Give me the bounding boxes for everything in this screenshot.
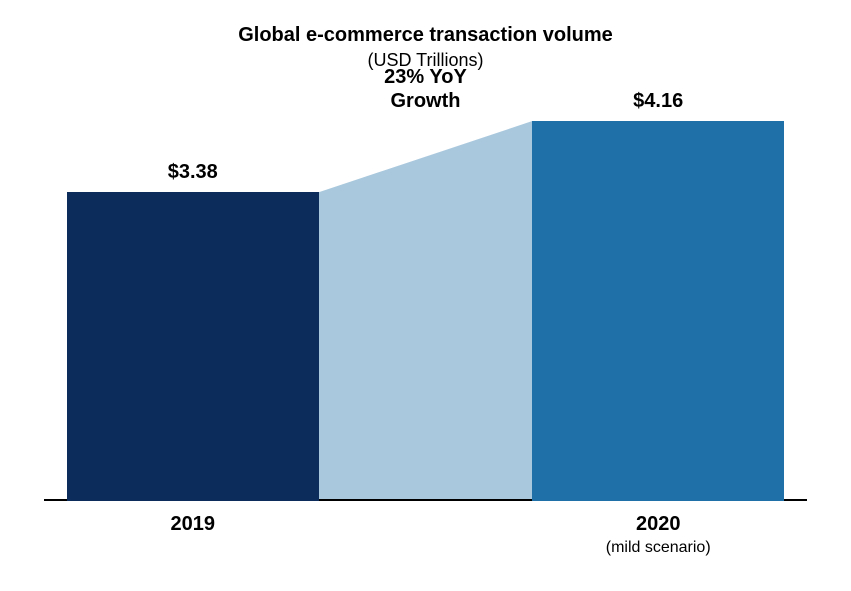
plot-area: $3.382019$4.162020(mild scenario)23% YoY… xyxy=(44,90,807,501)
chart-container: Global e-commerce transaction volume (US… xyxy=(0,0,851,591)
chart-title: Global e-commerce transaction volume xyxy=(0,24,851,47)
category-label-2020: 2020 xyxy=(532,513,784,536)
growth-label: 23% YoY Growth xyxy=(319,65,533,113)
bar-2020 xyxy=(532,121,784,501)
bar-value-label-2019: $3.38 xyxy=(67,161,319,184)
bar-2019 xyxy=(67,192,319,501)
category-label-2019: 2019 xyxy=(67,513,319,536)
category-sublabel-2020: (mild scenario) xyxy=(532,539,784,557)
bar-value-label-2020: $4.16 xyxy=(532,90,784,113)
